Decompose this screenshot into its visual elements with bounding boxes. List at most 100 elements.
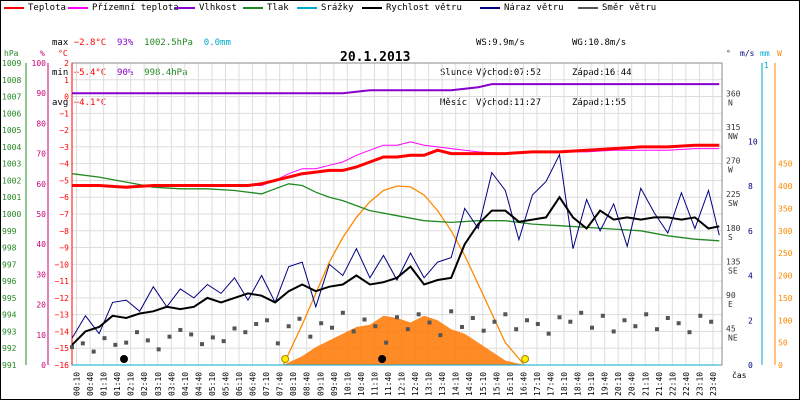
direction-point xyxy=(319,321,324,326)
direction-point xyxy=(514,327,519,332)
direction-point xyxy=(156,347,161,352)
direction-point xyxy=(622,318,627,323)
solar-tick: 200 xyxy=(778,272,793,281)
direction-point xyxy=(709,319,714,324)
stats-label: max xyxy=(52,38,69,48)
sun-row: Slunce Východ:07:52 Západ:16:44 xyxy=(440,68,632,78)
direction-point xyxy=(210,335,215,340)
x-tick-label: 20:10 xyxy=(614,372,623,396)
wind-sun-block: WS:9.9m/s WG:10.8m/s Slunce Východ:07:52 Zá… xyxy=(440,18,632,118)
x-tick-label: 11:10 xyxy=(370,372,379,396)
direction-tick-value: 135 xyxy=(726,257,741,266)
legend-item-prizemni-teplota: Přízemní teplota xyxy=(68,3,179,13)
x-tick-label: 14:10 xyxy=(452,372,461,396)
direction-tick-value: 360 xyxy=(726,90,741,99)
direction-point xyxy=(373,324,378,329)
direction-tick-value: 90 xyxy=(726,291,736,300)
temp-tick: −8 xyxy=(59,227,69,236)
stats-min-humidity: 90% xyxy=(117,68,134,78)
direction-point xyxy=(676,321,681,326)
direction-point xyxy=(492,319,497,324)
temp-tick: −4 xyxy=(59,160,69,169)
temp-tick: −12 xyxy=(55,294,70,303)
direction-point xyxy=(525,318,529,323)
direction-tick-value: 180 xyxy=(726,224,741,233)
direction-tick-label: S xyxy=(728,233,733,242)
solar-tick: 150 xyxy=(778,294,793,303)
legend-item-tlak: Tlak xyxy=(243,3,289,13)
stats-max-pressure: 1002.5hPa xyxy=(144,38,193,48)
direction-point xyxy=(308,334,313,339)
x-tick-label: 16:10 xyxy=(506,372,515,396)
direction-point xyxy=(80,341,85,346)
wind-tick: 6 xyxy=(748,227,753,236)
direction-point xyxy=(600,313,605,318)
humidity-tick: 90 xyxy=(36,89,46,98)
direction-points xyxy=(70,309,714,354)
x-tick-label: 13:40 xyxy=(438,372,447,396)
pressure-tick: 997 xyxy=(2,260,17,269)
solar-tick: 450 xyxy=(778,160,793,169)
solar-tick: 400 xyxy=(778,182,793,191)
x-tick-label: 19:10 xyxy=(587,372,596,396)
sun-label: Slunce xyxy=(440,68,473,78)
stats-label: min xyxy=(52,68,69,78)
x-tick-label: 13:10 xyxy=(425,372,434,396)
direction-point xyxy=(178,327,183,332)
sunrise-text: Východ:07:52 xyxy=(476,68,542,78)
x-tick-label: 01:10 xyxy=(100,372,109,396)
direction-point xyxy=(135,330,139,335)
legend-item-vlhkost: Vlhkost xyxy=(175,3,237,13)
x-tick-label: 10:40 xyxy=(357,372,366,396)
direction-axis-header: ° xyxy=(726,49,731,58)
x-tick-label: 01:40 xyxy=(113,372,122,396)
temp-tick: −14 xyxy=(55,327,70,336)
legend-swatch xyxy=(297,6,317,9)
temp-axis-header: °C xyxy=(58,49,68,58)
humidity-tick: 0 xyxy=(41,361,46,370)
humidity-line xyxy=(72,83,720,95)
direction-tick-label: W xyxy=(728,166,733,175)
pressure-tick: 1000 xyxy=(2,210,21,219)
direction-point xyxy=(655,327,659,332)
direction-point xyxy=(449,309,454,314)
direction-point xyxy=(189,332,194,337)
sunrise-marker xyxy=(281,355,290,363)
x-tick-label: 12:10 xyxy=(398,372,407,396)
direction-point xyxy=(535,321,540,326)
direction-point xyxy=(167,334,172,339)
x-tick-label: 00:10 xyxy=(73,372,82,396)
rain-axis-header: mm xyxy=(760,49,770,58)
direction-point xyxy=(503,312,508,317)
x-tick-label: 22:10 xyxy=(668,372,677,396)
temp-tick: 0 xyxy=(64,93,69,102)
x-tick-label: 20:40 xyxy=(628,372,637,396)
legend-item-teplota: Teplota xyxy=(4,3,66,13)
x-tick-label: 15:40 xyxy=(492,372,501,396)
pressure-tick: 1002 xyxy=(2,176,21,185)
sunset-text: Západ:16:44 xyxy=(572,68,632,78)
direction-point xyxy=(395,315,399,320)
humidity-tick: 100 xyxy=(32,59,47,68)
x-tick-label: 19:40 xyxy=(601,372,610,396)
temp-tick: −9 xyxy=(59,244,69,253)
x-tick-label: 08:40 xyxy=(303,372,312,396)
direction-tick-value: 270 xyxy=(726,157,741,166)
solar-max-curve xyxy=(282,185,525,366)
direction-point xyxy=(232,326,237,331)
direction-tick-label: N xyxy=(728,99,733,108)
wind-tick: 10 xyxy=(748,137,758,146)
solar-tick: 50 xyxy=(778,339,788,348)
moonrise-text: Východ:11:27 xyxy=(476,98,542,108)
stats-max-humidity: 93% xyxy=(117,38,134,48)
direction-point xyxy=(91,349,96,354)
direction-point xyxy=(200,342,204,347)
x-tick-label: 03:40 xyxy=(167,372,176,396)
pressure-tick: 1004 xyxy=(2,143,21,152)
x-tick-label: 04:10 xyxy=(181,372,190,396)
sunset-marker xyxy=(521,355,530,363)
stats-min-pressure: 998.4hPa xyxy=(144,68,188,78)
humidity-tick: 60 xyxy=(36,180,46,189)
x-tick-label: 10:10 xyxy=(343,372,352,396)
direction-point xyxy=(460,324,464,329)
